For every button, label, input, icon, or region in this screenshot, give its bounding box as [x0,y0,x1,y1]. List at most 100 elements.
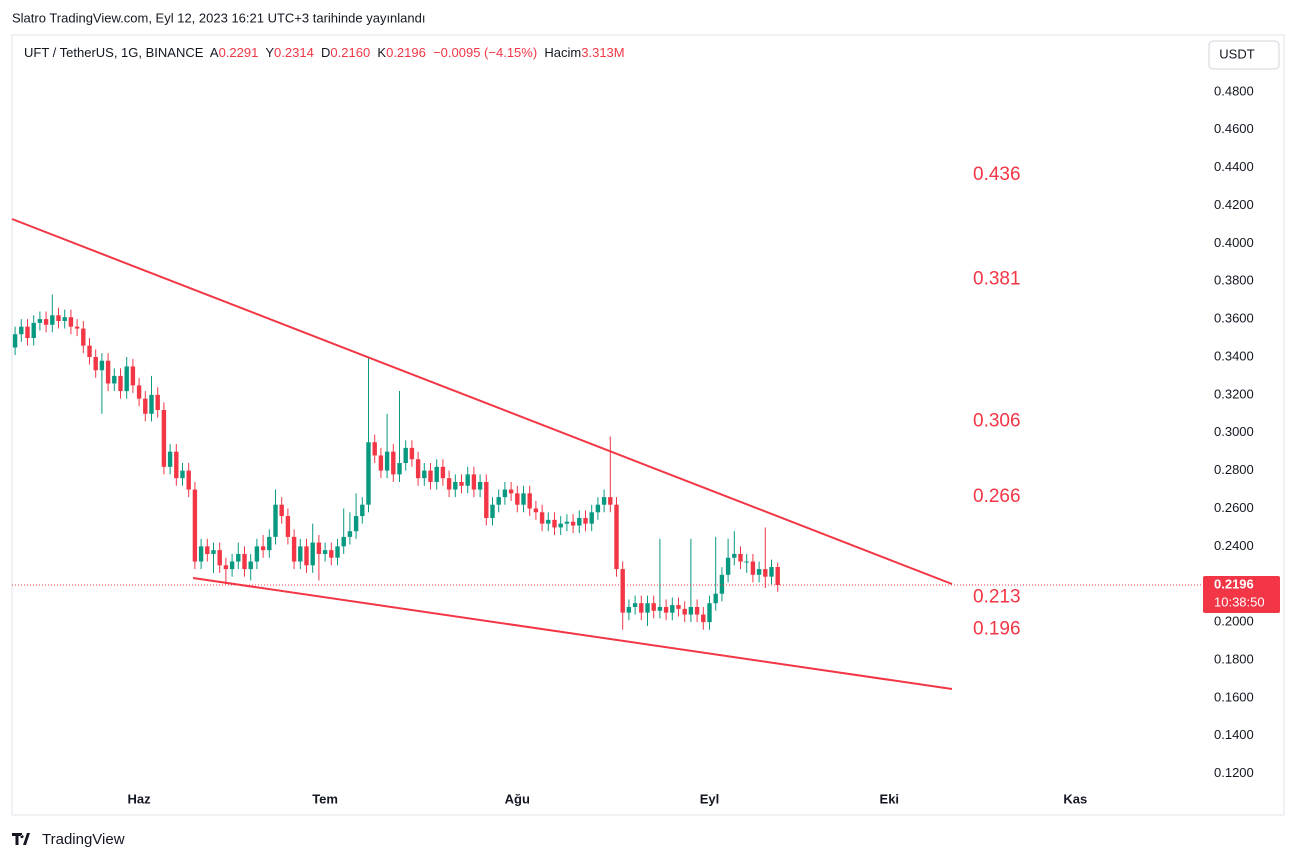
candle-body [645,603,650,613]
candle-body [453,481,458,490]
candle-body [663,606,669,613]
candle-body [589,512,594,524]
x-tick-label: Eki [880,791,900,806]
candle-body [223,565,229,570]
currency-button[interactable] [1208,40,1280,70]
chart-frame [11,34,1285,816]
y-tick-label: 0.3200 [1214,386,1254,401]
candle-body [632,603,638,607]
countdown-label: 10:38:50 [1214,594,1265,609]
candle-body [229,561,235,570]
candle-body [769,567,774,577]
candle-body [583,517,588,524]
candle-body [626,606,632,613]
y-tick-label: 0.3800 [1214,273,1254,288]
candle-body [694,606,700,615]
candle-body [279,504,284,517]
candle-body [614,504,619,570]
candle-body [533,508,539,513]
x-tick-label: Haz [128,791,152,806]
candle-body [310,542,315,566]
candle-body [527,493,532,509]
y-tick-label: 0.1800 [1214,651,1254,666]
x-tick-label: Ağu [505,791,530,806]
candle-body [459,481,464,486]
candle-body [490,504,495,518]
y-tick-label: 0.2400 [1214,538,1254,553]
high-label: Y [265,45,275,60]
candle-body [149,394,154,414]
level-label: 0.306 [973,410,1021,431]
y-tick-label: 0.4400 [1214,159,1254,174]
candle-body [19,326,24,335]
candle-body [198,546,204,562]
level-label: 0.266 [973,486,1021,507]
trendline-upper [11,218,953,585]
candle-body [180,470,185,479]
candle-body [713,593,718,604]
candle-body [43,319,49,325]
candle-body [12,334,18,348]
candle-body [601,497,607,505]
candle-body [546,519,551,524]
candle-body [496,497,501,505]
y-tick-label: 0.3400 [1214,348,1254,363]
y-tick-label: 0.4600 [1214,121,1254,136]
open-value: 0.2291 [218,45,259,60]
candle-body [515,493,520,505]
candle-body [502,489,508,498]
candle-body [471,474,477,490]
candle-body [744,561,749,563]
candle-body [360,504,365,517]
candle-body [87,345,92,357]
x-tick-label: Tem [312,791,338,806]
candle-body [248,561,253,570]
candle-body [378,455,384,471]
candle-body [347,531,353,537]
candle-body [50,315,55,325]
candle-body [205,546,210,554]
candle-body [577,517,582,526]
candle-body [105,360,111,384]
candle-body [484,481,489,518]
candle-body [167,451,173,467]
candle-body [428,470,433,482]
y-tick-label: 0.4800 [1214,83,1254,98]
candle-body [446,478,452,490]
trendline-lower [192,577,953,690]
candle-body [93,356,98,371]
candle-body [353,516,359,532]
candle-body [316,542,322,554]
candle-body [608,497,613,505]
candle-body [620,569,625,613]
brand-name: TradingView [42,831,125,848]
candle-body [254,546,260,562]
candle-body [415,459,421,479]
candle-body [192,489,198,562]
candle-body [682,608,687,615]
close-value: 0.2196 [386,45,426,60]
candle-body [738,553,743,562]
candle-body [298,546,303,562]
y-tick-label: 0.1200 [1214,765,1254,780]
candle-body [639,603,644,613]
low-value: 0.2160 [330,45,371,60]
currency-label[interactable]: USDT [1219,46,1254,61]
candle-body [161,410,167,467]
symbol: UFT / TetherUS, 1G, BINANCE [24,45,204,60]
candle-body [242,553,247,570]
y-tick-label: 0.2000 [1214,614,1254,629]
candle-body [688,606,694,615]
candle-body [701,614,706,623]
x-tick-label: Kas [1063,791,1087,806]
close-label: K [377,45,387,60]
change-value: −0.0095 (−4.15%) [433,45,538,60]
candle-body [186,470,191,490]
candle-body [130,366,136,386]
candle-body [391,451,396,475]
candle-body [285,516,291,537]
candle-body [732,553,737,558]
candle-body [725,557,731,575]
candle-body [440,466,446,479]
